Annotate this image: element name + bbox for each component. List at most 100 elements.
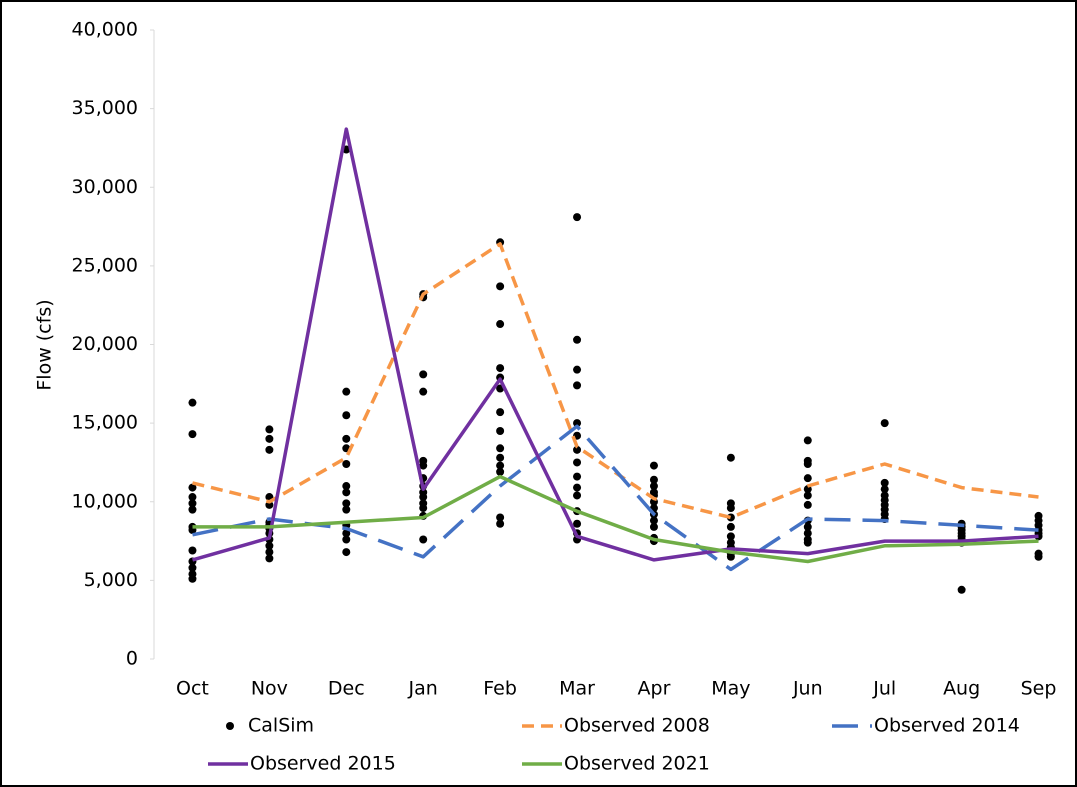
- calsim-point: [726, 532, 735, 541]
- y-axis-label: Flow (cfs): [34, 299, 56, 390]
- calsim-point: [649, 522, 658, 531]
- calsim-point: [496, 426, 505, 435]
- calsim-point: [342, 548, 351, 557]
- calsim-point: [1034, 532, 1043, 541]
- calsim-point: [342, 499, 351, 508]
- calsim-point: [188, 499, 197, 508]
- calsim-point: [573, 419, 582, 428]
- y-tick-label: 35,000: [72, 97, 138, 119]
- calsim-point: [803, 460, 812, 469]
- calsim-point: [342, 535, 351, 544]
- y-tick-label: 0: [126, 648, 138, 670]
- calsim-point: [496, 320, 505, 329]
- legend-label: Observed 2015: [250, 753, 396, 775]
- calsim-point: [265, 445, 274, 454]
- calsim-point: [496, 364, 505, 373]
- calsim-point: [726, 504, 735, 513]
- calsim-point: [573, 213, 582, 222]
- y-tick-label: 40,000: [72, 19, 138, 41]
- calsim-point: [957, 585, 966, 594]
- calsim-point: [803, 529, 812, 538]
- calsim-point: [419, 461, 428, 470]
- calsim-point: [726, 552, 735, 561]
- x-tick-label: Sep: [1021, 678, 1057, 700]
- calsim-point: [496, 282, 505, 291]
- x-tick-label: May: [711, 678, 750, 700]
- calsim-point: [265, 541, 274, 550]
- calsim-point: [342, 488, 351, 497]
- calsim-point: [496, 461, 505, 470]
- calsim-point: [188, 430, 197, 439]
- x-tick-label: Apr: [638, 678, 671, 700]
- calsim-point: [803, 500, 812, 509]
- calsim-point: [419, 504, 428, 513]
- y-tick-label: 30,000: [72, 176, 138, 198]
- legend-label: CalSim: [248, 715, 314, 737]
- y-tick-label: 10,000: [72, 490, 138, 512]
- calsim-point: [573, 365, 582, 374]
- x-tick-label: Jan: [408, 678, 438, 700]
- calsim-point: [342, 434, 351, 443]
- calsim-point: [1034, 552, 1043, 561]
- calsim-point: [803, 436, 812, 445]
- calsim-point: [573, 491, 582, 500]
- calsim-point: [188, 483, 197, 492]
- series-line: [192, 424, 1039, 572]
- calsim-point: [803, 491, 812, 500]
- y-tick-label: 25,000: [72, 254, 138, 276]
- calsim-point: [573, 519, 582, 528]
- calsim-point: [419, 493, 428, 502]
- calsim-point: [573, 335, 582, 344]
- calsim-point: [265, 425, 274, 434]
- calsim-point: [419, 387, 428, 396]
- calsim-point: [880, 478, 889, 487]
- calsim-point: [265, 548, 274, 557]
- calsim-point: [496, 467, 505, 476]
- calsim-point: [496, 453, 505, 462]
- calsim-point: [803, 538, 812, 547]
- calsim-point: [265, 434, 274, 443]
- series-line: [192, 127, 1039, 562]
- legend-swatch: [226, 722, 234, 730]
- calsim-point: [649, 461, 658, 470]
- calsim-point: [188, 505, 197, 514]
- calsim-point: [342, 482, 351, 491]
- x-tick-label: Jun: [792, 678, 823, 700]
- calsim-point: [188, 398, 197, 407]
- calsim-point: [188, 563, 197, 572]
- x-tick-label: Dec: [328, 678, 365, 700]
- calsim-point: [803, 474, 812, 483]
- calsim-point: [726, 522, 735, 531]
- calsim-point: [496, 408, 505, 417]
- calsim-point: [496, 513, 505, 522]
- legend-label: Observed 2021: [564, 753, 710, 775]
- x-tick-label: Aug: [943, 678, 980, 700]
- x-tick-label: Nov: [251, 678, 288, 700]
- calsim-point: [342, 505, 351, 514]
- calsim-point: [342, 529, 351, 538]
- calsim-point: [573, 472, 582, 481]
- calsim-point: [188, 574, 197, 583]
- calsim-point: [803, 522, 812, 531]
- calsim-point: [188, 546, 197, 555]
- x-tick-label: Oct: [176, 678, 209, 700]
- legend-label: Observed 2014: [874, 715, 1020, 737]
- calsim-point: [342, 387, 351, 396]
- x-tick-label: Jul: [872, 678, 896, 700]
- calsim-point: [573, 445, 582, 454]
- calsim-point: [573, 458, 582, 467]
- calsim-point: [496, 519, 505, 528]
- calsim-point: [342, 411, 351, 420]
- calsim-point: [726, 453, 735, 462]
- y-tick-label: 20,000: [72, 333, 138, 355]
- x-tick-label: Feb: [483, 678, 517, 700]
- calsim-point: [265, 554, 274, 563]
- calsim-point: [880, 485, 889, 494]
- x-tick-label: Mar: [559, 678, 595, 700]
- calsim-point: [573, 381, 582, 390]
- calsim-point: [188, 493, 197, 502]
- calsim-point: [342, 460, 351, 469]
- calsim-point: [649, 482, 658, 491]
